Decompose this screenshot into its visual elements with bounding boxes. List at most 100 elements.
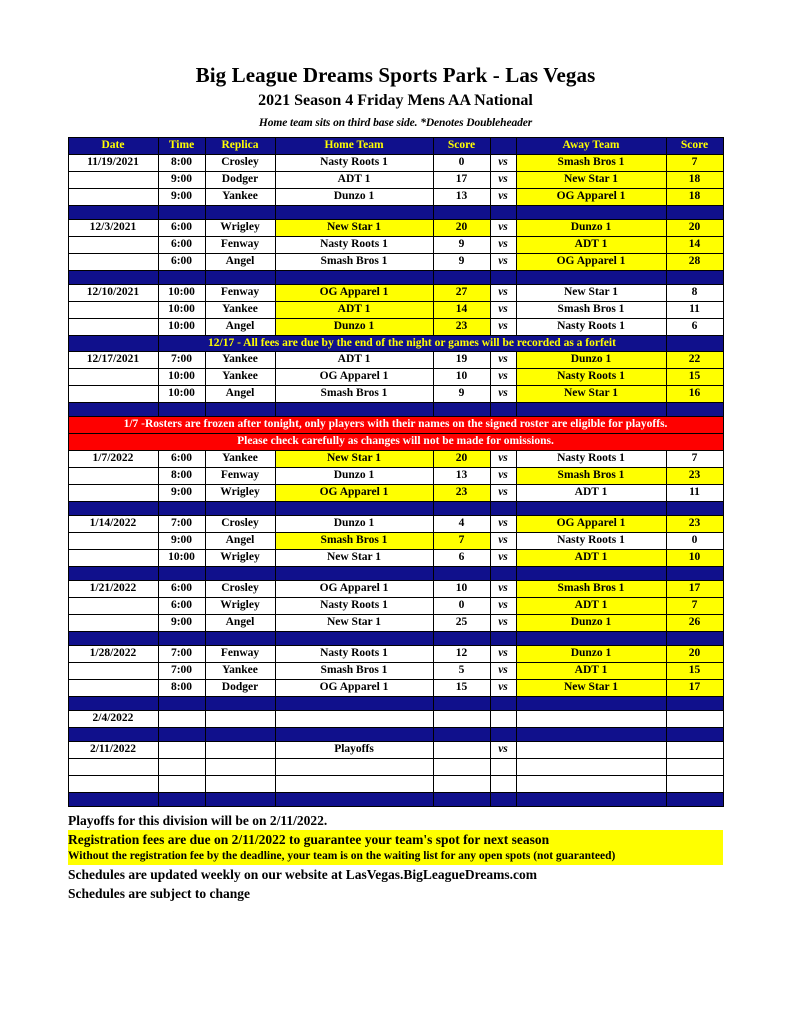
cell-home-team	[274, 709, 434, 728]
cell-home-team: OG Apparel 1	[274, 367, 434, 386]
cell-time: 10:00	[157, 367, 206, 386]
cell-time: 8:00	[157, 678, 206, 697]
cell-home-score: 7	[432, 531, 491, 550]
cell-away-score: 15	[665, 661, 724, 680]
cell-vs	[489, 774, 517, 793]
cell-time: 9:00	[157, 187, 206, 206]
cell-away-team: Dunzo 1	[515, 613, 667, 632]
cell-home-team: Dunzo 1	[274, 514, 434, 533]
page-title: Big League Dreams Sports Park - Las Vega…	[195, 63, 596, 87]
cell-replica: Fenway	[204, 466, 276, 485]
cell-date: 12/3/2021	[67, 218, 159, 237]
separator-cell	[665, 401, 724, 417]
cell-time: 7:00	[157, 350, 206, 369]
separator-cell	[67, 726, 159, 742]
column-header-away-score: Score	[665, 136, 724, 155]
cell-away-team: New Star 1	[515, 384, 667, 403]
separator-cell	[67, 695, 159, 711]
cell-date	[67, 384, 159, 403]
cell-time: 10:00	[157, 548, 206, 567]
cell-replica: Fenway	[204, 283, 276, 302]
separator-cell	[489, 500, 517, 516]
separator-cell	[204, 401, 276, 417]
cell-home-team: Smash Bros 1	[274, 661, 434, 680]
section-separator	[67, 791, 724, 807]
cell-date	[67, 187, 159, 206]
forfeit-notice-row: 12/17 - All fees are due by the end of t…	[67, 334, 724, 352]
cell-replica	[204, 757, 276, 776]
cell-replica: Yankee	[204, 449, 276, 468]
cell-time: 9:00	[157, 531, 206, 550]
cell-vs: vs	[489, 350, 517, 369]
cell-home-team: Nasty Roots 1	[274, 235, 434, 254]
cell-away-score: 11	[665, 300, 724, 319]
cell-time	[157, 774, 206, 793]
separator-cell	[274, 500, 434, 516]
cell-vs: vs	[489, 384, 517, 403]
cell-replica: Wrigley	[204, 548, 276, 567]
cell-home-team: ADT 1	[274, 350, 434, 369]
cell-date	[67, 317, 159, 336]
cell-home-score: 9	[432, 384, 491, 403]
cell-time: 8:00	[157, 153, 206, 172]
separator-cell	[665, 695, 724, 711]
cell-away-score: 8	[665, 283, 724, 302]
cell-home-score: 20	[432, 218, 491, 237]
cell-date: 1/28/2022	[67, 644, 159, 663]
cell-vs: vs	[489, 235, 517, 254]
footer-playoffs-line: Playoffs for this division will be on 2/…	[68, 812, 328, 828]
cell-time: 9:00	[157, 613, 206, 632]
cell-away-score: 15	[665, 367, 724, 386]
separator-cell	[67, 791, 159, 807]
cell-away-team: Smash Bros 1	[515, 579, 667, 598]
separator-cell	[67, 204, 159, 220]
section-separator	[67, 401, 724, 417]
separator-cell	[489, 401, 517, 417]
header-row: Date Time Replica Home Team Score Away T…	[67, 136, 724, 155]
separator-cell	[67, 269, 159, 285]
cell-away-score: 23	[665, 466, 724, 485]
separator-cell	[432, 791, 491, 807]
column-header-vs	[489, 136, 517, 155]
cell-away-score: 17	[665, 678, 724, 697]
cell-home-score: 9	[432, 252, 491, 271]
cell-time: 9:00	[157, 483, 206, 502]
separator-cell	[515, 630, 667, 646]
forfeit-notice-text: 12/17 - All fees are due by the end of t…	[157, 334, 667, 352]
separator-cell	[665, 630, 724, 646]
cell-away-team: Dunzo 1	[515, 218, 667, 237]
cell-away-team: New Star 1	[515, 283, 667, 302]
cell-home-score: 12	[432, 644, 491, 663]
separator-cell	[157, 565, 206, 581]
cell-time: 10:00	[157, 317, 206, 336]
cell-time	[157, 757, 206, 776]
cell-home-score: 13	[432, 466, 491, 485]
cell-replica: Angel	[204, 531, 276, 550]
separator-cell	[274, 695, 434, 711]
cell-date	[67, 531, 159, 550]
cell-away-score: 23	[665, 514, 724, 533]
separator-cell	[157, 269, 206, 285]
separator-cell	[515, 401, 667, 417]
table-row: 10:00 Wrigley New Star 1 6 vs ADT 1 10	[67, 548, 724, 567]
section-separator	[67, 630, 724, 646]
separator-cell	[515, 204, 667, 220]
cell-date: 1/21/2022	[67, 579, 159, 598]
cell-date	[67, 757, 159, 776]
cell-home-team	[274, 774, 434, 793]
table-row: 12/17/2021 7:00 Yankee ADT 1 19 vs Dunzo 1 22	[67, 350, 724, 369]
separator-cell	[204, 565, 276, 581]
cell-home-team: New Star 1	[274, 218, 434, 237]
separator-cell	[665, 726, 724, 742]
section-separator	[67, 695, 724, 711]
cell-time: 6:00	[157, 252, 206, 271]
cell-time: 6:00	[157, 596, 206, 615]
cell-home-score: 9	[432, 235, 491, 254]
cell-away-score: 20	[665, 218, 724, 237]
separator-cell	[515, 695, 667, 711]
cell-replica: Crosley	[204, 579, 276, 598]
section-separator	[67, 565, 724, 581]
cell-home-team: OG Apparel 1	[274, 483, 434, 502]
